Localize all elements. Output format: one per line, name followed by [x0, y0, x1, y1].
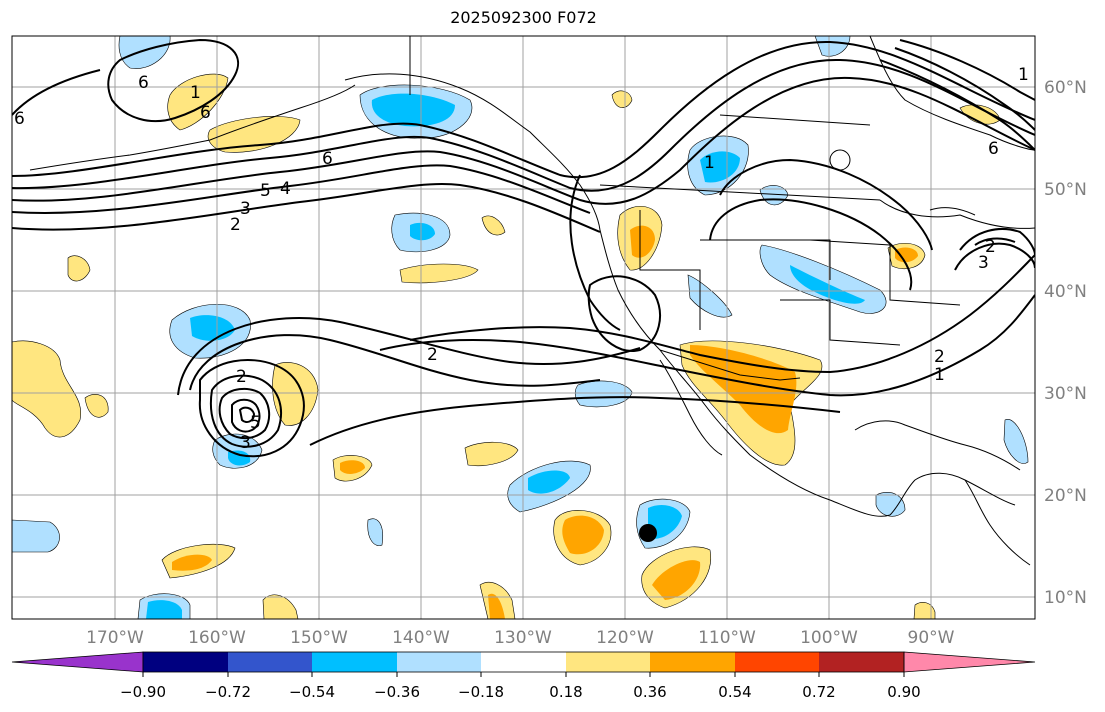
lon-label: 100°W — [800, 628, 858, 648]
contour-label: 3 — [240, 433, 251, 453]
colorbar-cell — [735, 652, 819, 672]
contour-label: 2 — [230, 215, 241, 235]
contour-label: 5 — [250, 413, 261, 433]
lat-label: 60°N — [1044, 78, 1087, 98]
lon-label: 140°W — [392, 628, 450, 648]
storm-position-marker — [639, 524, 657, 542]
colorbar-tick-label: −0.18 — [458, 683, 504, 701]
latitude-labels: 60°N 50°N 40°N 30°N 20°N 10°N — [1044, 78, 1087, 608]
colorbar-tick-label: 0.18 — [549, 683, 582, 701]
contour-label: 6 — [138, 73, 149, 93]
graticule — [12, 36, 1035, 619]
colorbar-tick-label: −0.36 — [374, 683, 420, 701]
contour-labels: 6 6 6 5 4 3 2 1 6 2 2 2 5 3 1 6 1 2 3 1 — [14, 65, 1029, 453]
contour-label: 1 — [1018, 65, 1029, 85]
contour-label: 1 — [704, 153, 715, 173]
contour-label: 6 — [200, 103, 211, 123]
contour-label: 5 — [260, 181, 271, 201]
colorbar-tick-label: 0.36 — [633, 683, 666, 701]
lat-label: 50°N — [1044, 180, 1087, 200]
coastlines — [29, 36, 1035, 566]
colorbar-cell — [312, 652, 397, 672]
lon-label: 160°W — [188, 628, 246, 648]
lon-label: 170°W — [86, 628, 144, 648]
colorbar-tick-label: 0.90 — [887, 683, 920, 701]
colorbar-tick-label: 0.54 — [718, 683, 751, 701]
lat-label: 10°N — [1044, 588, 1087, 608]
colorbar-tick-label: 0.72 — [802, 683, 835, 701]
colorbar-cell — [481, 652, 566, 672]
contour-label: 1 — [190, 83, 201, 103]
colorbar: −0.90 −0.72 −0.54 −0.36 −0.18 0.18 0.36 … — [11, 651, 1036, 701]
map-frame — [11, 35, 1036, 620]
colorbar-tick-label: −0.72 — [205, 683, 251, 701]
lat-label: 40°N — [1044, 282, 1087, 302]
lon-label: 130°W — [494, 628, 552, 648]
contour-label: 6 — [322, 149, 333, 169]
longitude-labels: 170°W 160°W 150°W 140°W 130°W 120°W 110°… — [86, 628, 955, 648]
colorbar-tick-label: −0.54 — [289, 683, 335, 701]
colorbar-tick-label: −0.90 — [120, 683, 166, 701]
lat-label: 30°N — [1044, 384, 1087, 404]
lat-label: 20°N — [1044, 486, 1087, 506]
lon-label: 90°W — [908, 628, 955, 648]
contours — [12, 38, 1035, 458]
contour-label: 2 — [236, 367, 247, 387]
colorbar-cell — [11, 651, 144, 673]
lon-label: 120°W — [596, 628, 654, 648]
colorbar-cell — [566, 652, 650, 672]
colorbar-cell — [650, 652, 735, 672]
lon-label: 150°W — [290, 628, 348, 648]
contour-label: 3 — [240, 199, 251, 219]
colorbar-cell — [143, 652, 228, 672]
contour-label: 3 — [978, 253, 989, 273]
contour-label: 4 — [280, 179, 291, 199]
contour-label: 2 — [934, 347, 945, 367]
map-area: 6 6 6 5 4 3 2 1 6 2 2 2 5 3 1 6 1 2 3 1 — [12, 36, 1035, 619]
colorbar-cell — [819, 652, 904, 672]
colorbar-cell — [903, 651, 1036, 673]
colorbar-cell — [397, 652, 481, 672]
colorbar-cell — [228, 652, 312, 672]
contour-label: 6 — [988, 139, 999, 159]
contour-label: 2 — [427, 345, 438, 365]
chart-title: 2025092300 F072 — [450, 8, 597, 27]
contour-label: 6 — [14, 109, 25, 129]
lon-label: 110°W — [698, 628, 756, 648]
contour-label: 2 — [985, 237, 996, 257]
contour-label: 1 — [934, 365, 945, 385]
